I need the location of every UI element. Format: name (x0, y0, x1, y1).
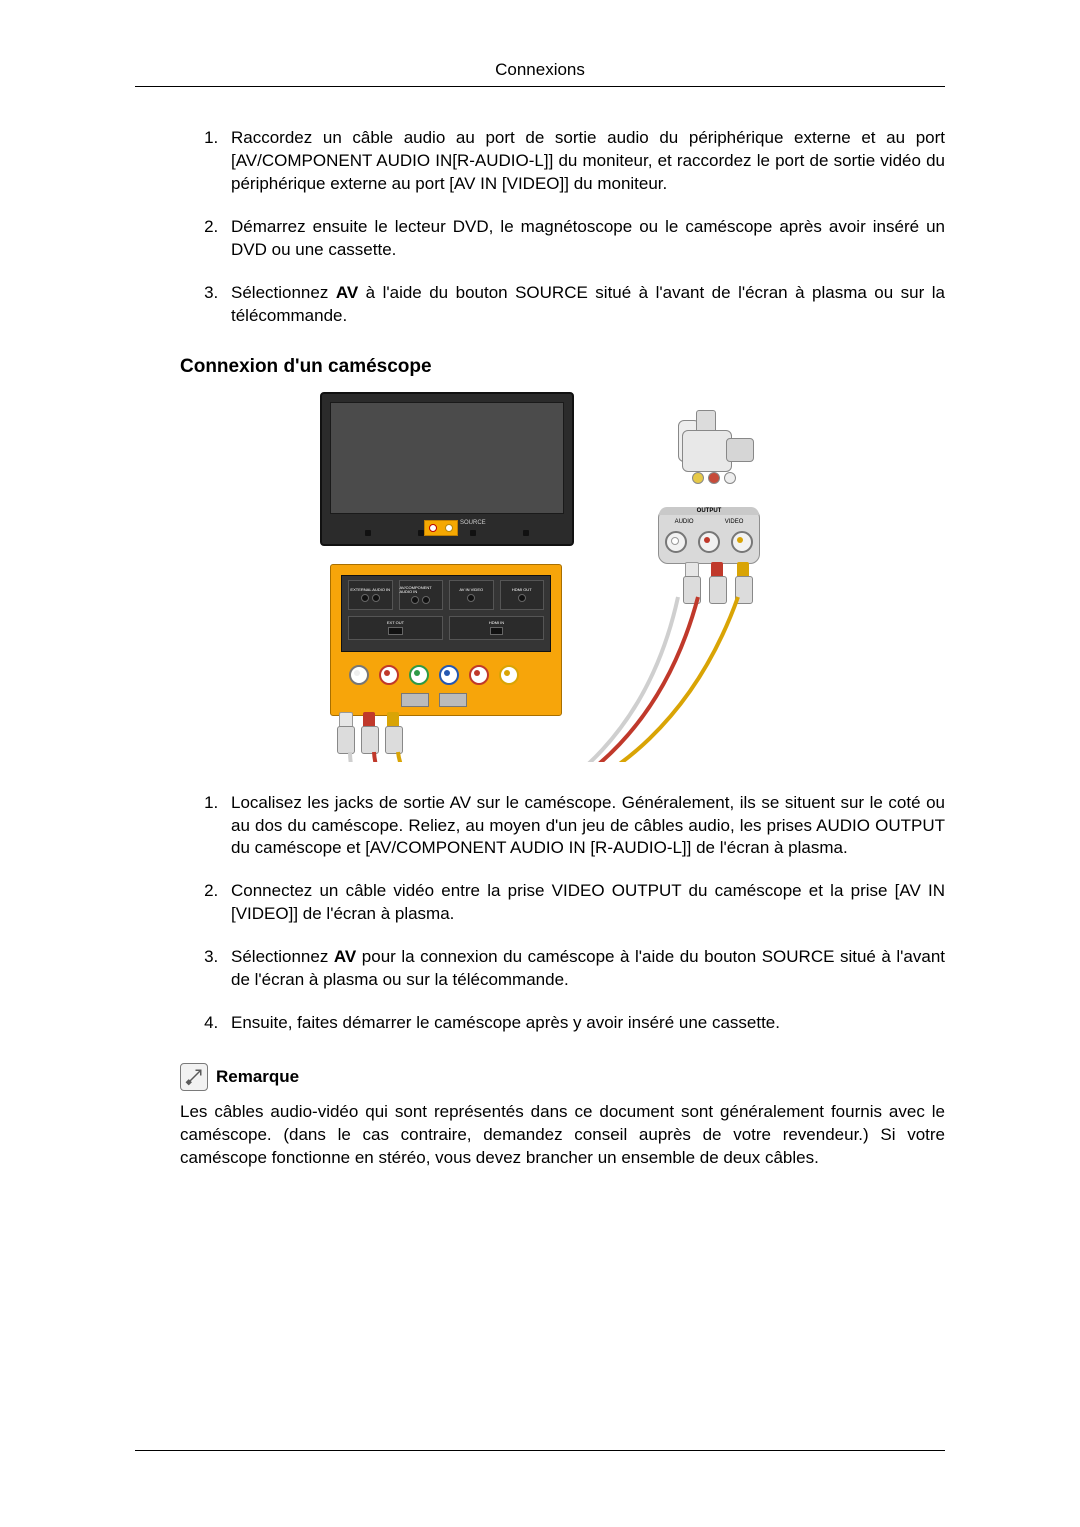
panel-slot-1: EXT OUT (348, 616, 443, 640)
panel-box-4: HDMI OUT (500, 580, 545, 610)
list2-item-4: Ensuite, faites démarrer le caméscope ap… (223, 1012, 945, 1035)
diagram-container: SOURCE OUTPUT AUDIO VIDEO (135, 392, 945, 762)
note-icon (180, 1063, 208, 1091)
list2-item-1: Localisez les jacks de sortie AV sur le … (223, 792, 945, 861)
jack-audio-white (665, 531, 687, 553)
list1-item-3: Sélectionnez AV à l'aide du bouton SOURC… (223, 282, 945, 328)
camcorder (674, 410, 760, 488)
panel-box-3-label: AV IN VIDEO (459, 588, 483, 592)
rca-green (409, 665, 429, 685)
camcorder-lens (726, 438, 754, 462)
divider-bottom (135, 1450, 945, 1451)
tv-port-label: SOURCE (460, 520, 486, 526)
list2-item-2: Connectez un câble vidéo entre la prise … (223, 880, 945, 926)
panel-inner: EXTERNAL AUDIO IN AV/COMPONENT AUDIO IN … (341, 575, 551, 652)
panel-box-3: AV IN VIDEO (449, 580, 494, 610)
card-slot-2 (439, 693, 467, 707)
instruction-list-1: Raccordez un câble audio au port de sort… (135, 127, 945, 328)
panel-rca-row (349, 665, 519, 685)
cam-port-white (724, 472, 736, 484)
panel-slot-2-label: HDMI IN (489, 620, 504, 625)
camcorder-ports (692, 472, 736, 484)
output-jacks (659, 531, 759, 553)
rca-red (379, 665, 399, 685)
note-label: Remarque (216, 1067, 299, 1087)
tv-back-panel: EXTERNAL AUDIO IN AV/COMPONENT AUDIO IN … (330, 564, 562, 716)
panel-card-row (401, 693, 467, 707)
rca-white (349, 665, 369, 685)
output-panel-sublabels: AUDIO VIDEO (659, 519, 759, 525)
panel-slot-1-label: EXT OUT (387, 620, 404, 625)
panel-box-1-label: EXTERNAL AUDIO IN (350, 588, 390, 592)
output-panel-title: OUTPUT (659, 507, 759, 515)
rca-blue (439, 665, 459, 685)
list2-item-3: Sélectionnez AV pour la connexion du cam… (223, 946, 945, 992)
cam-port-red (708, 472, 720, 484)
plug-out-yellow (734, 562, 752, 602)
list2-item-3-pre: Sélectionnez (231, 947, 334, 966)
connection-diagram: SOURCE OUTPUT AUDIO VIDEO (320, 392, 760, 762)
note-body: Les câbles audio-vidéo qui sont représen… (180, 1101, 945, 1170)
section-heading: Connexion d'un caméscope (180, 356, 945, 378)
list1-item-1: Raccordez un câble audio au port de sort… (223, 127, 945, 196)
plugs-into-panel (336, 712, 402, 752)
document-page: Connexions Raccordez un câble audio au p… (0, 0, 1080, 1527)
plug-panel-white (336, 712, 354, 752)
jack-video-yellow (731, 531, 753, 553)
jack-audio-red (698, 531, 720, 553)
panel-top-row: EXTERNAL AUDIO IN AV/COMPONENT AUDIO IN … (348, 580, 544, 610)
divider-top (135, 86, 945, 87)
panel-box-2-label: AV/COMPONENT AUDIO IN (400, 586, 443, 594)
output-video-label: VIDEO (725, 519, 744, 525)
panel-box-2: AV/COMPONENT AUDIO IN (399, 580, 444, 610)
plug-out-red (708, 562, 726, 602)
list2-item-3-bold: AV (334, 947, 356, 966)
instruction-list-2: Localisez les jacks de sortie AV sur le … (135, 792, 945, 1036)
plug-panel-yellow (384, 712, 402, 752)
panel-bottom-row: EXT OUT HDMI IN (348, 616, 544, 640)
list1-item-3-bold: AV (336, 283, 358, 302)
cam-port-yellow (692, 472, 704, 484)
rca-red-2 (469, 665, 489, 685)
panel-box-4-label: HDMI OUT (512, 588, 532, 592)
plug-out-white (682, 562, 700, 602)
list1-item-2: Démarrez ensuite le lecteur DVD, le magn… (223, 216, 945, 262)
list1-item-3-pre: Sélectionnez (231, 283, 336, 302)
plug-panel-red (360, 712, 378, 752)
tv-highlighted-port (424, 520, 458, 536)
plugs-into-output (682, 562, 752, 602)
output-audio-label: AUDIO (675, 519, 694, 525)
note-heading-row: Remarque (180, 1063, 945, 1091)
output-jack-panel: OUTPUT AUDIO VIDEO (658, 508, 760, 564)
panel-slot-2: HDMI IN (449, 616, 544, 640)
page-header-title: Connexions (135, 60, 945, 80)
rca-yellow (499, 665, 519, 685)
panel-box-1: EXTERNAL AUDIO IN (348, 580, 393, 610)
card-slot-1 (401, 693, 429, 707)
camcorder-body (682, 430, 732, 472)
